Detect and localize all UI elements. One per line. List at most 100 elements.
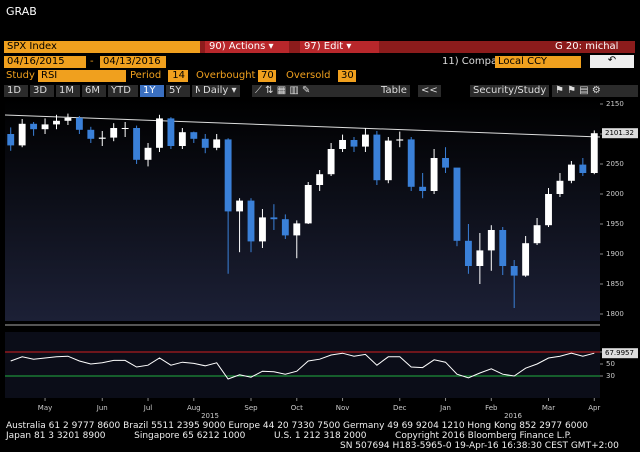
rsi-value-label: 67.9957 (605, 349, 634, 357)
x-tick-label: Feb (485, 404, 498, 412)
x-tick-label: Apr (588, 404, 600, 412)
edit-menu[interactable]: 97) Edit ▾ (300, 41, 379, 53)
candle-body (87, 129, 95, 139)
rsi-panel (5, 332, 600, 398)
x-tick-label: Jul (143, 404, 153, 412)
x-tick-label: Sep (244, 404, 258, 412)
candle-body (556, 180, 564, 194)
candle-body (236, 200, 243, 212)
security-field[interactable]: SPX Index (4, 41, 200, 53)
candle-body (64, 117, 72, 121)
candle-body (533, 225, 541, 244)
candle-body (522, 243, 530, 276)
candle-body (487, 230, 495, 251)
candle-body (304, 185, 312, 224)
end-date[interactable]: 04/13/2016 (100, 56, 166, 68)
range-button[interactable]: 5Y (166, 85, 190, 97)
period-field[interactable]: 14 (168, 70, 188, 82)
candle-body (259, 217, 266, 242)
actions-menu[interactable]: 90) Actions ▾ (205, 41, 289, 53)
x-tick-label: Dec (393, 404, 407, 412)
footer-line: Australia 61 2 9777 8600 Brazil 5511 239… (6, 421, 588, 431)
x-tick-label: Nov (336, 404, 350, 412)
candle-body (7, 134, 15, 146)
range-button[interactable]: 1Y (140, 85, 164, 97)
candle-body (419, 186, 427, 191)
x-tick-label: Jun (96, 404, 108, 412)
year-label: 2016 (504, 412, 522, 420)
range-button[interactable]: 1M (56, 85, 80, 97)
range-button[interactable]: 6M (82, 85, 106, 97)
candle-body (144, 147, 152, 160)
y-tick-label: 1950 (606, 220, 624, 228)
range-button[interactable]: YTD (108, 85, 138, 97)
candle-body (167, 118, 175, 146)
range-button[interactable]: 3D (30, 85, 54, 97)
x-tick-label: May (38, 404, 52, 412)
rsi-line (10, 352, 595, 380)
y-tick-label: 1850 (606, 280, 624, 288)
candle-body (567, 164, 575, 181)
overbought-field[interactable]: 70 (258, 70, 276, 82)
y-tick-label: 1900 (606, 250, 624, 258)
compare-label[interactable]: 11) Compare (442, 56, 508, 67)
candle-body (41, 124, 49, 130)
candle-body (270, 217, 278, 220)
start-date[interactable]: 04/16/2015 (4, 56, 86, 68)
candle-body (53, 120, 60, 125)
candle-body (464, 240, 472, 266)
extra-buttons[interactable]: ⚑ ⚑ ▤ ⚙ (552, 85, 638, 97)
oversold-label: Oversold (286, 70, 331, 81)
x-tick-label: Jan (439, 404, 451, 412)
candle-body (224, 139, 232, 212)
candle-body (327, 149, 335, 175)
candle-body (178, 132, 186, 146)
candle-body (213, 139, 221, 148)
candle-body (190, 132, 198, 139)
year-label: 2015 (201, 412, 219, 420)
candle-body (247, 200, 255, 242)
frequency-menu[interactable]: Daily ▾ (200, 85, 240, 97)
price-panel (5, 99, 600, 321)
back-button[interactable]: ↶ (590, 55, 634, 68)
date-separator: - (90, 56, 94, 67)
candle-body (453, 167, 461, 241)
window-title: GRAB (6, 5, 37, 18)
candle-body (510, 266, 518, 276)
currency-field[interactable]: Local CCY (495, 56, 581, 68)
period-label: Period (130, 70, 162, 81)
study-label: Study (6, 70, 35, 81)
footer-line: SN 507694 H183-5965-0 19-Apr-16 16:38:30… (340, 441, 619, 451)
candle-body (384, 140, 392, 181)
candle-body (442, 158, 449, 168)
candle-body (156, 118, 163, 148)
candle-body (476, 250, 484, 266)
back-nav[interactable]: << (418, 85, 441, 97)
candle-body (373, 134, 381, 181)
x-tick-label: Aug (187, 404, 201, 412)
oversold-field[interactable]: 30 (338, 70, 356, 82)
y-tick-label: 50 (606, 360, 615, 368)
candle-body (407, 139, 415, 187)
candle-body (98, 137, 106, 139)
candle-body (201, 138, 209, 148)
candle-body (293, 223, 301, 236)
x-tick-label: Oct (291, 404, 303, 412)
candle-body (362, 134, 369, 147)
candle-body (281, 219, 289, 236)
study-field[interactable]: RSI (38, 70, 126, 82)
last-price-label: 2101.32 (605, 129, 634, 137)
y-tick-label: 2050 (606, 160, 624, 168)
y-tick-label: 2150 (606, 100, 624, 108)
candle-body (30, 123, 38, 130)
candle-body (590, 133, 598, 173)
page-id: G 20: michal (555, 41, 619, 52)
table-button[interactable]: Table (378, 85, 410, 97)
candle-body (316, 174, 324, 185)
range-button[interactable]: 1D (4, 85, 28, 97)
security-study-button[interactable]: Security/Study (470, 85, 550, 97)
x-tick-label: Mar (542, 404, 555, 412)
last-price-tag (602, 128, 638, 139)
